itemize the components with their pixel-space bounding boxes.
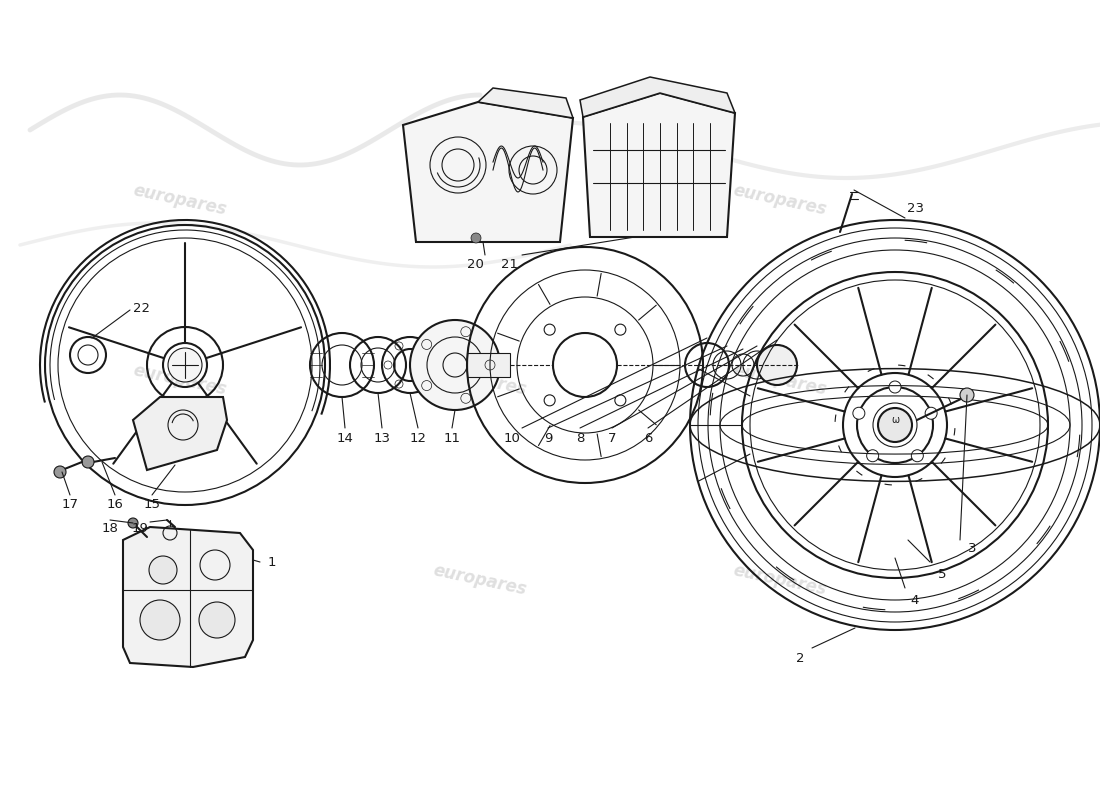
Text: 13: 13 xyxy=(374,431,390,445)
Text: 10: 10 xyxy=(504,431,520,445)
Text: 19: 19 xyxy=(132,522,148,534)
Text: 12: 12 xyxy=(409,431,427,445)
Text: 20: 20 xyxy=(466,258,483,271)
Circle shape xyxy=(199,602,235,638)
Circle shape xyxy=(471,233,481,243)
Text: europares: europares xyxy=(732,362,828,398)
Circle shape xyxy=(615,395,626,406)
Text: 18: 18 xyxy=(101,522,119,534)
Circle shape xyxy=(168,348,202,382)
Text: 6: 6 xyxy=(644,431,652,445)
Text: 21: 21 xyxy=(502,258,518,271)
Circle shape xyxy=(148,556,177,584)
Circle shape xyxy=(82,456,94,468)
Text: europares: europares xyxy=(132,182,229,218)
Circle shape xyxy=(544,395,556,406)
Circle shape xyxy=(410,320,500,410)
Circle shape xyxy=(128,518,138,528)
Text: 8: 8 xyxy=(575,431,584,445)
Text: ω: ω xyxy=(891,415,899,425)
Circle shape xyxy=(615,324,626,335)
Circle shape xyxy=(878,408,912,442)
Text: 9: 9 xyxy=(543,431,552,445)
Polygon shape xyxy=(478,88,573,118)
Text: 3: 3 xyxy=(968,542,977,554)
Circle shape xyxy=(925,407,937,419)
Text: 7: 7 xyxy=(607,431,616,445)
Polygon shape xyxy=(403,102,573,242)
Circle shape xyxy=(852,407,865,419)
Circle shape xyxy=(867,450,879,462)
Polygon shape xyxy=(580,77,735,117)
Polygon shape xyxy=(123,527,253,667)
Text: europares: europares xyxy=(431,562,528,598)
Text: europares: europares xyxy=(132,362,229,398)
Circle shape xyxy=(889,381,901,393)
Text: 1: 1 xyxy=(267,555,276,569)
Text: 4: 4 xyxy=(911,594,920,606)
Polygon shape xyxy=(468,353,510,377)
Text: europares: europares xyxy=(431,362,528,398)
Text: 17: 17 xyxy=(62,498,78,511)
Text: europares: europares xyxy=(431,182,528,218)
Text: europares: europares xyxy=(732,562,828,598)
Polygon shape xyxy=(133,397,227,470)
Text: 15: 15 xyxy=(143,498,161,511)
Text: 23: 23 xyxy=(906,202,924,214)
Text: 22: 22 xyxy=(133,302,151,314)
Circle shape xyxy=(54,466,66,478)
Circle shape xyxy=(544,324,556,335)
Circle shape xyxy=(911,450,923,462)
Text: 14: 14 xyxy=(337,431,353,445)
Text: 2: 2 xyxy=(795,651,804,665)
Text: europares: europares xyxy=(732,182,828,218)
Text: 16: 16 xyxy=(107,498,123,511)
Circle shape xyxy=(757,345,798,385)
Text: 5: 5 xyxy=(937,569,946,582)
Text: europares: europares xyxy=(132,562,229,598)
Text: 11: 11 xyxy=(443,431,461,445)
Polygon shape xyxy=(583,93,735,237)
Circle shape xyxy=(960,388,974,402)
Circle shape xyxy=(140,600,180,640)
